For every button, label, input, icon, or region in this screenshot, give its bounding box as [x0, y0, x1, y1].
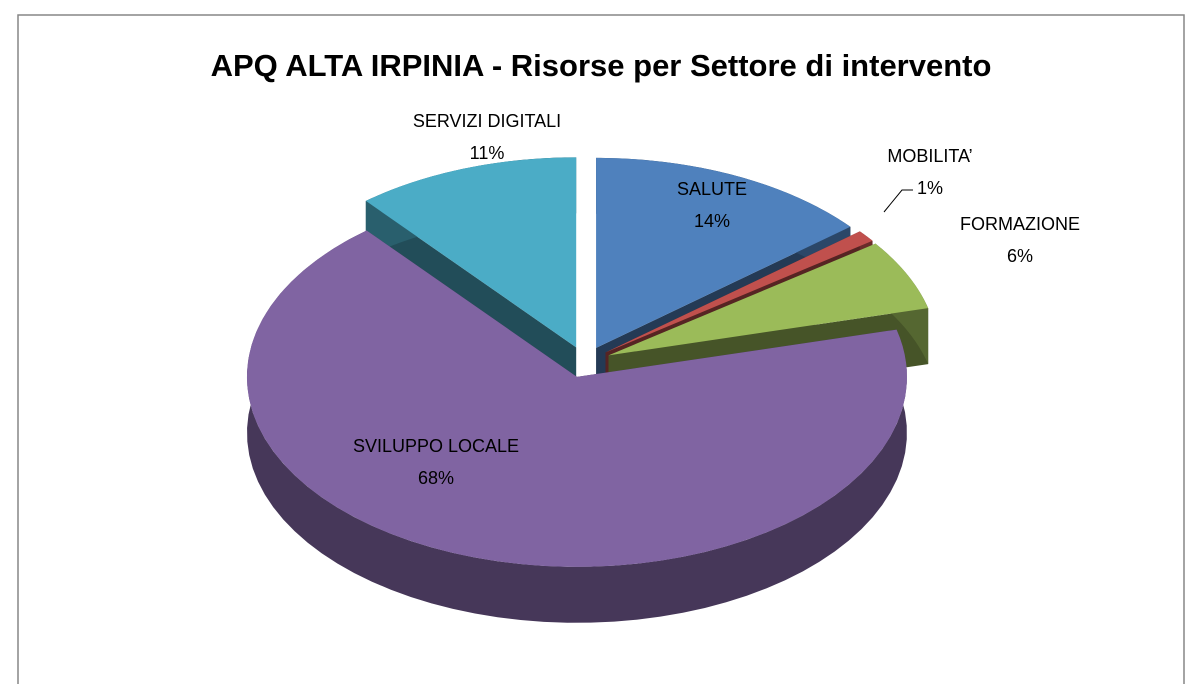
- slice-top: [608, 243, 929, 356]
- value-label: 14%: [694, 211, 730, 231]
- pie: [246, 157, 929, 623]
- value-label: 6%: [1007, 246, 1033, 266]
- slice-top: [246, 230, 907, 567]
- slice-top: [365, 157, 577, 348]
- slice-top: [596, 157, 851, 348]
- slice-top: [605, 231, 873, 353]
- value-label: 1%: [917, 178, 943, 198]
- slice: [246, 230, 907, 623]
- data-labels: SALUTE 14% MOBILITA’ 1% FORMAZIONE 6% SVILUPPO…: [353, 111, 1080, 488]
- value-label: 11%: [470, 143, 505, 163]
- category-label: SVILUPPO LOCALE: [353, 436, 519, 456]
- category-label: SERVIZI DIGITALI: [413, 111, 561, 131]
- category-label: MOBILITA’: [887, 146, 972, 166]
- chart-border: [17, 14, 1185, 684]
- category-label: SALUTE: [677, 179, 747, 199]
- value-label: 68%: [418, 468, 454, 488]
- category-label: FORMAZIONE: [960, 214, 1080, 234]
- chart-title: APQ ALTA IRPINIA - Risorse per Settore d…: [211, 48, 992, 83]
- leader-line: [883, 189, 913, 213]
